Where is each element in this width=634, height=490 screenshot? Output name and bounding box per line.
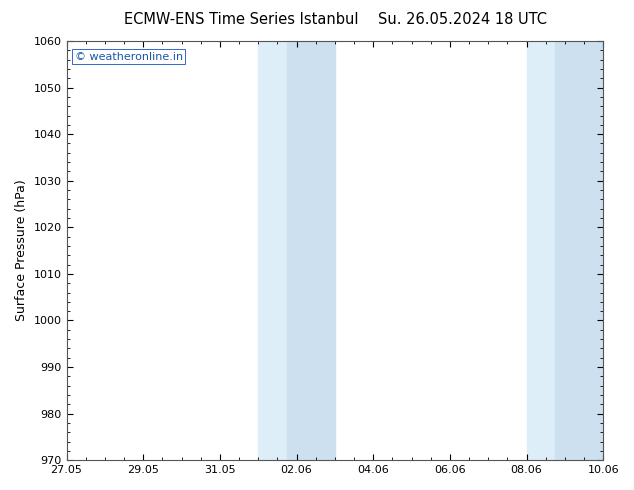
Bar xyxy=(258,41,287,460)
Bar xyxy=(526,41,555,460)
Y-axis label: Surface Pressure (hPa): Surface Pressure (hPa) xyxy=(15,180,28,321)
Text: Su. 26.05.2024 18 UTC: Su. 26.05.2024 18 UTC xyxy=(378,12,547,27)
Bar xyxy=(287,41,335,460)
Text: ECMW-ENS Time Series Istanbul: ECMW-ENS Time Series Istanbul xyxy=(124,12,358,27)
Text: © weatheronline.in: © weatheronline.in xyxy=(75,51,183,62)
Bar xyxy=(555,41,603,460)
